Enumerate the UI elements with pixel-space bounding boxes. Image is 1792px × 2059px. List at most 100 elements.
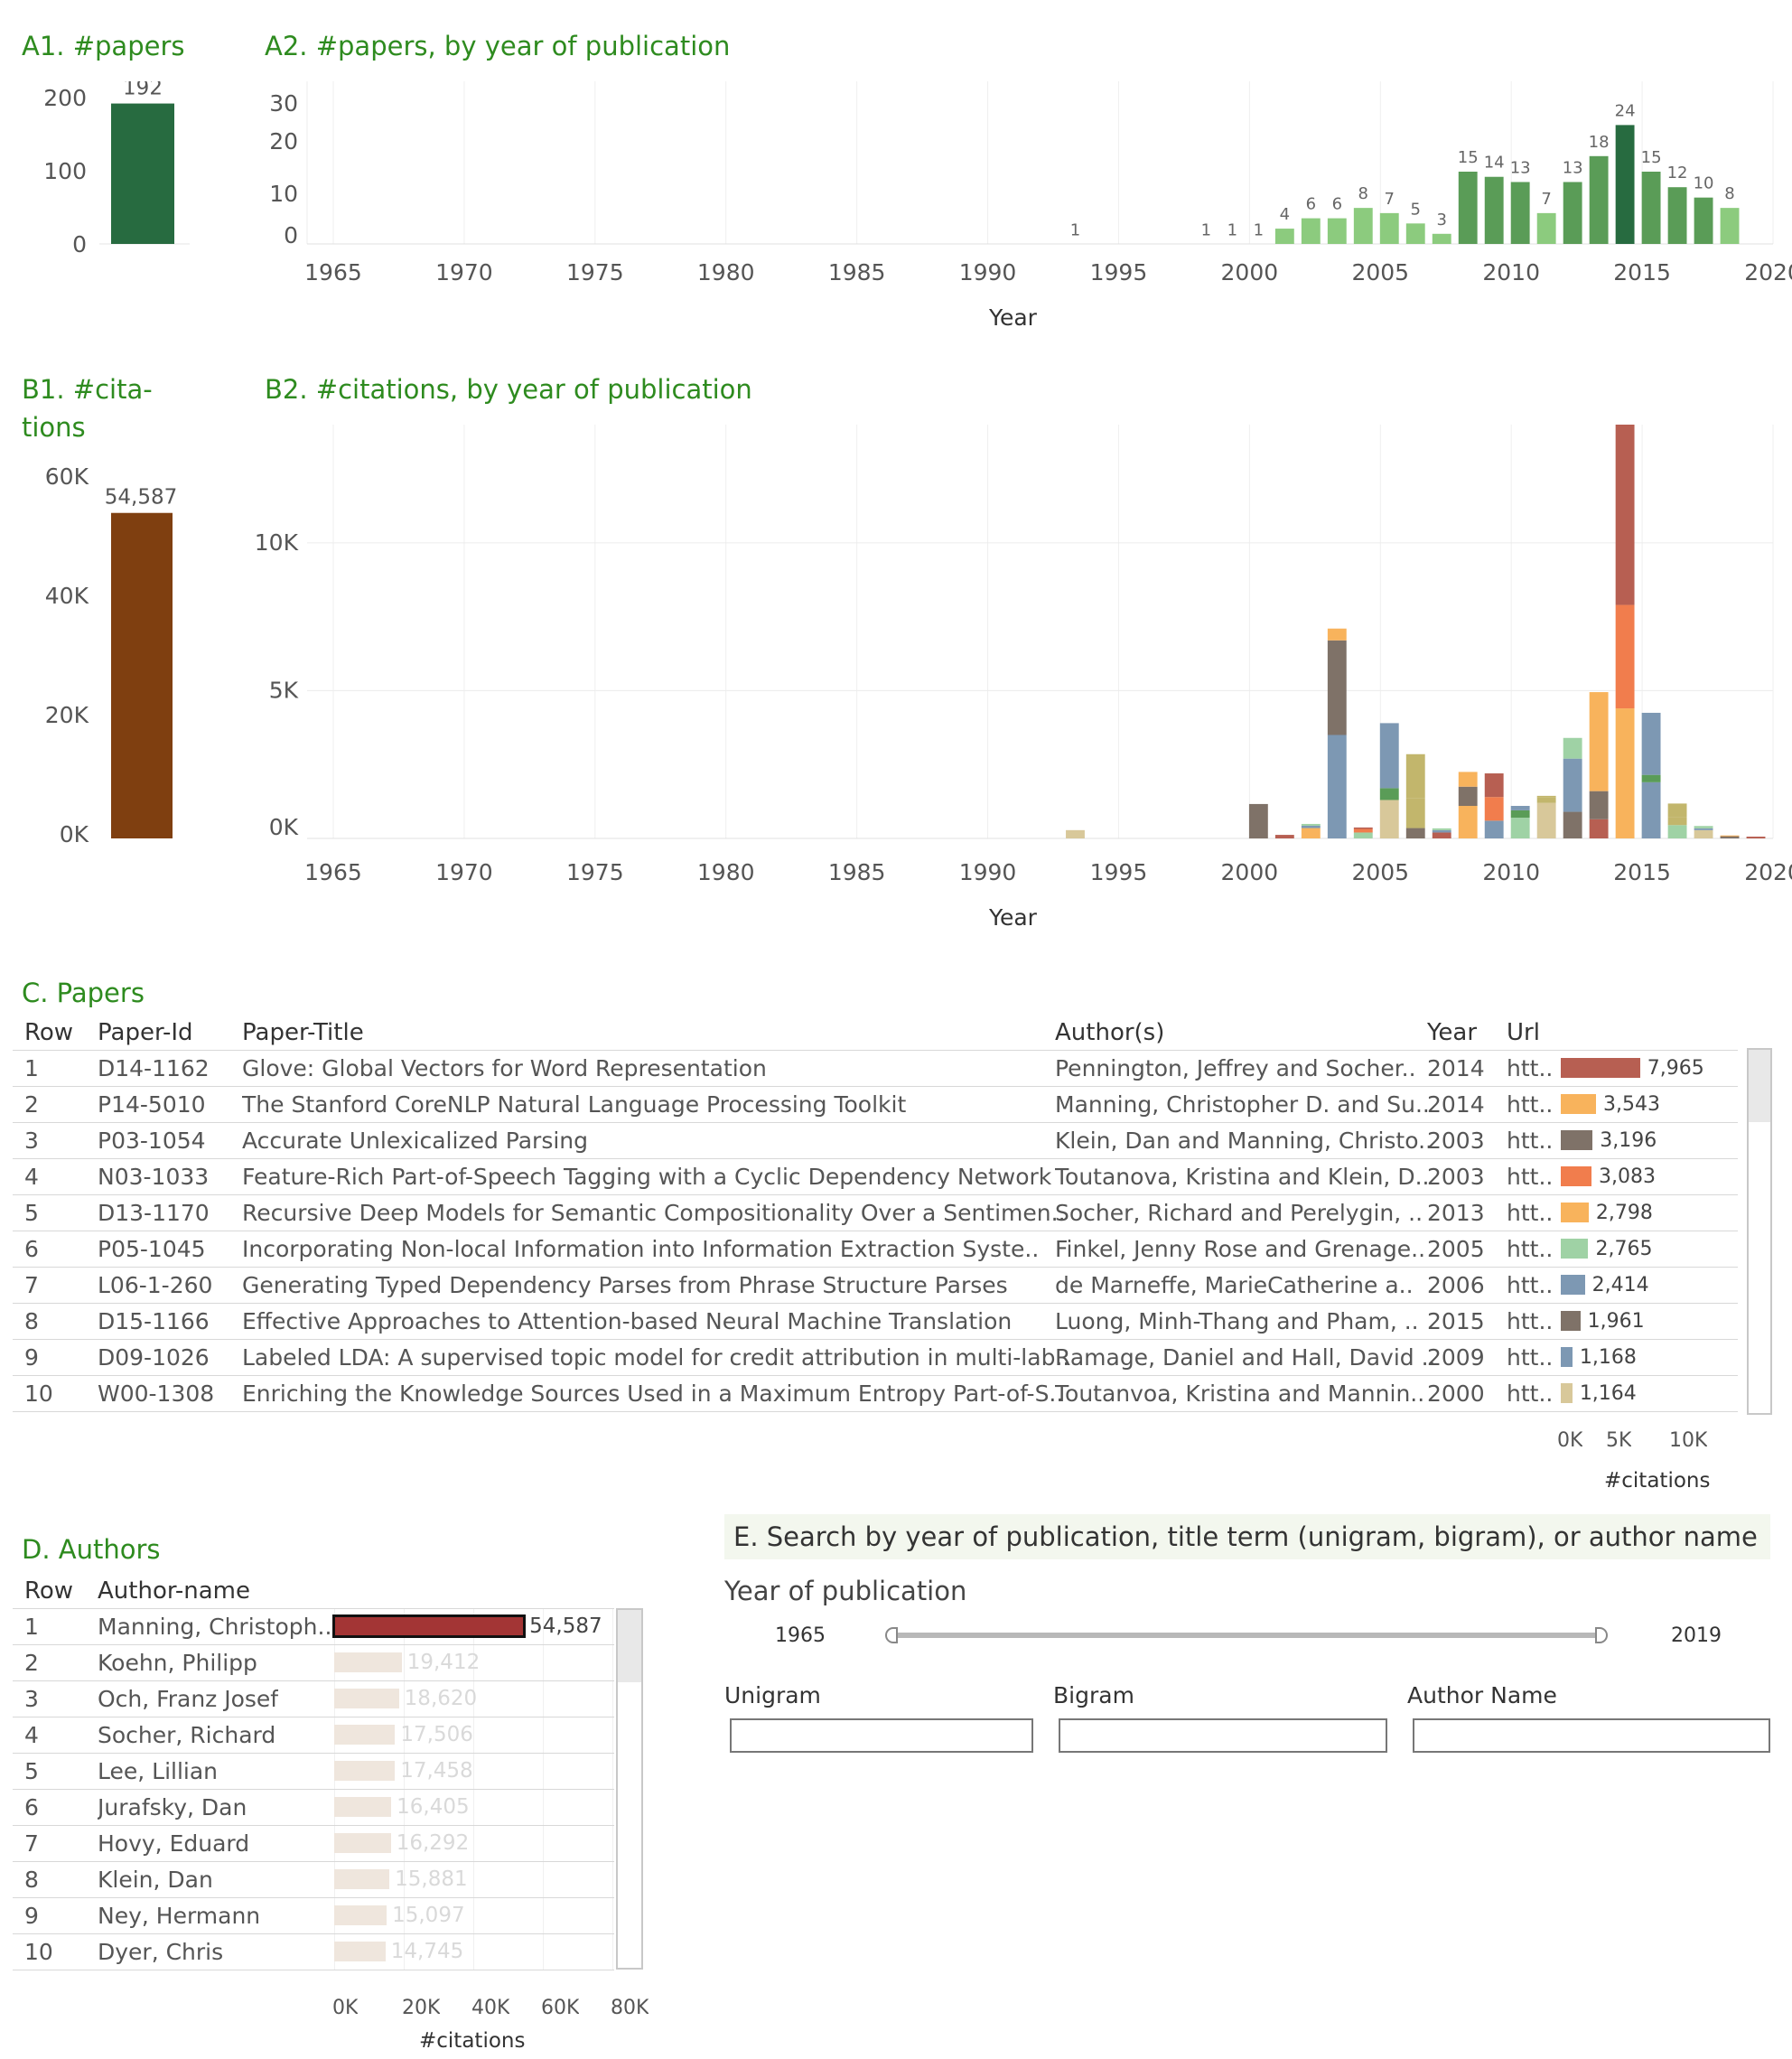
table-row[interactable]: 1 D14-1162 Glove: Global Vectors for Word … — [0, 1050, 1743, 1086]
authors-table: Row Author-name 1 Manning, Christoph.. 54,58… — [0, 1572, 686, 2059]
ytick-label: 10K — [255, 529, 299, 556]
stacked-bar-segment — [1589, 791, 1609, 819]
author-name-input[interactable] — [1413, 1718, 1770, 1753]
table-row[interactable]: 4 Socher, Richard 17,506 — [0, 1717, 614, 1753]
table-row[interactable]: 10 W00-1308 Enriching the Knowledge Source… — [0, 1375, 1743, 1411]
paper-url[interactable]: htt.. — [1507, 1236, 1554, 1262]
authors-header[interactable]: Author(s) — [1055, 1019, 1165, 1046]
bar-value-label: 18 — [1589, 133, 1610, 152]
table-row[interactable]: 6 P05-1045 Incorporating Non-local Informa… — [0, 1231, 1743, 1267]
table-row[interactable]: 8 D15-1166 Effective Approaches to Attenti… — [0, 1303, 1743, 1339]
ytick-label: 40K — [45, 583, 89, 609]
table-row[interactable]: 5 Lee, Lillian 17,458 — [0, 1753, 614, 1789]
paper-url[interactable]: htt.. — [1507, 1091, 1554, 1118]
paper-url[interactable]: htt.. — [1507, 1308, 1554, 1334]
paper-id: P03-1054 — [98, 1128, 206, 1154]
xtick-label: 1970 — [435, 859, 493, 885]
row-number: 5 — [24, 1200, 39, 1226]
year-bar — [1274, 229, 1294, 244]
year-range-slider[interactable] — [885, 1626, 1608, 1648]
url-header[interactable]: Url — [1507, 1019, 1540, 1046]
row-number: 5 — [24, 1758, 39, 1784]
xtick-label: 1990 — [959, 259, 1017, 285]
paper-id: D15-1166 — [98, 1308, 210, 1334]
table-row[interactable]: 1 Manning, Christoph.. 54,587 — [0, 1608, 614, 1644]
citations-axis-tick: 80K — [611, 1997, 649, 2019]
table-row[interactable]: 10 Dyer, Chris 14,745 — [0, 1933, 614, 1970]
paper-id-header[interactable]: Paper-Id — [98, 1019, 193, 1046]
table-row[interactable]: 3 P03-1054 Accurate Unlexicalized Parsing K… — [0, 1122, 1743, 1158]
author-citation-bar — [334, 1869, 390, 1889]
xtick-label: 2000 — [1221, 259, 1279, 285]
stacked-bar-segment — [1405, 798, 1425, 828]
row-number: 6 — [24, 1794, 39, 1820]
table-row[interactable]: 9 Ney, Hermann 15,097 — [0, 1897, 614, 1933]
table-row[interactable]: 9 D09-1026 Labeled LDA: A supervised topic… — [0, 1339, 1743, 1375]
stacked-bar-segment — [1353, 827, 1373, 829]
xtick-label: 1965 — [304, 859, 362, 885]
paper-authors: Socher, Richard and Perelygin, .. — [1055, 1200, 1423, 1226]
paper-title: Feature-Rich Part-of-Speech Tagging with… — [242, 1164, 1052, 1190]
stacked-bar-segment — [1301, 823, 1321, 826]
table-row[interactable]: 6 Jurafsky, Dan 16,405 — [0, 1789, 614, 1825]
year-header[interactable]: Year — [1427, 1019, 1478, 1046]
table-row[interactable]: 8 Klein, Dan 15,881 — [0, 1861, 614, 1897]
paper-url[interactable]: htt.. — [1507, 1380, 1554, 1407]
table-row[interactable]: 4 N03-1033 Feature-Rich Part-of-Speech Tag… — [0, 1158, 1743, 1194]
paper-url[interactable]: htt.. — [1507, 1164, 1554, 1190]
paper-title-header[interactable]: Paper-Title — [242, 1019, 364, 1046]
row-header[interactable]: Row — [24, 1019, 74, 1046]
paper-url[interactable]: htt.. — [1507, 1055, 1554, 1081]
table-row[interactable]: 5 D13-1170 Recursive Deep Models for Seman… — [0, 1194, 1743, 1231]
stacked-bar-segment — [1432, 828, 1451, 830]
slider-track — [891, 1633, 1604, 1638]
paper-url[interactable]: htt.. — [1507, 1272, 1554, 1298]
paper-id: D14-1162 — [98, 1055, 210, 1081]
author-name-header[interactable]: Author-name — [98, 1577, 250, 1605]
stacked-bar-segment — [1379, 788, 1399, 800]
b1-title-line2: tions — [22, 412, 86, 443]
row-divider — [13, 1789, 614, 1790]
row-header[interactable]: Row — [24, 1577, 74, 1605]
stacked-bar-segment — [1746, 837, 1766, 838]
citations-axis-tick: 0K — [332, 1997, 359, 2019]
paper-authors: Pennington, Jeffrey and Socher.. — [1055, 1055, 1416, 1081]
stacked-bar-segment — [1667, 825, 1687, 838]
paper-year: 2003 — [1427, 1164, 1485, 1190]
row-divider — [13, 1339, 1738, 1340]
paper-title: Recursive Deep Models for Semantic Compo… — [242, 1200, 1066, 1226]
year-bar — [1327, 218, 1347, 244]
citations-total-bar — [111, 512, 173, 838]
table-row[interactable]: 2 Koehn, Philipp 19,412 — [0, 1644, 614, 1680]
citation-bar — [1561, 1166, 1591, 1186]
slider-min-handle[interactable] — [885, 1627, 898, 1643]
paper-url[interactable]: htt.. — [1507, 1344, 1554, 1371]
row-divider — [13, 1861, 614, 1862]
stacked-bar-segment — [1563, 811, 1582, 838]
b1-title-line1: B1. #cita- — [22, 374, 153, 405]
slider-max-handle[interactable] — [1595, 1627, 1608, 1643]
row-divider — [13, 1050, 1738, 1051]
papers-scrollbar[interactable] — [1747, 1048, 1772, 1415]
authors-scrollbar[interactable] — [616, 1608, 643, 1970]
stacked-bar-segment — [1615, 604, 1635, 709]
paper-url[interactable]: htt.. — [1507, 1200, 1554, 1226]
table-row[interactable]: 3 Och, Franz Josef 18,620 — [0, 1680, 614, 1717]
row-divider — [13, 1608, 614, 1609]
stacked-bar-segment — [1563, 737, 1582, 759]
unigram-input[interactable] — [730, 1718, 1033, 1753]
stacked-bar-segment — [1589, 819, 1609, 838]
table-row[interactable]: 7 L06-1-260 Generating Typed Dependency Pa… — [0, 1267, 1743, 1303]
stacked-bar-segment — [1432, 829, 1451, 833]
stacked-bar-segment — [1484, 820, 1504, 838]
table-row[interactable]: 2 P14-5010 The Stanford CoreNLP Natural La… — [0, 1086, 1743, 1122]
paper-url[interactable]: htt.. — [1507, 1128, 1554, 1154]
scrollbar-thumb[interactable] — [1749, 1050, 1770, 1122]
bigram-input[interactable] — [1059, 1718, 1387, 1753]
row-divider — [13, 1303, 1738, 1304]
row-number: 4 — [24, 1722, 39, 1748]
scrollbar-thumb[interactable] — [618, 1610, 641, 1682]
paper-year: 2013 — [1427, 1200, 1485, 1226]
year-bar — [1641, 172, 1661, 244]
table-row[interactable]: 7 Hovy, Eduard 16,292 — [0, 1825, 614, 1861]
